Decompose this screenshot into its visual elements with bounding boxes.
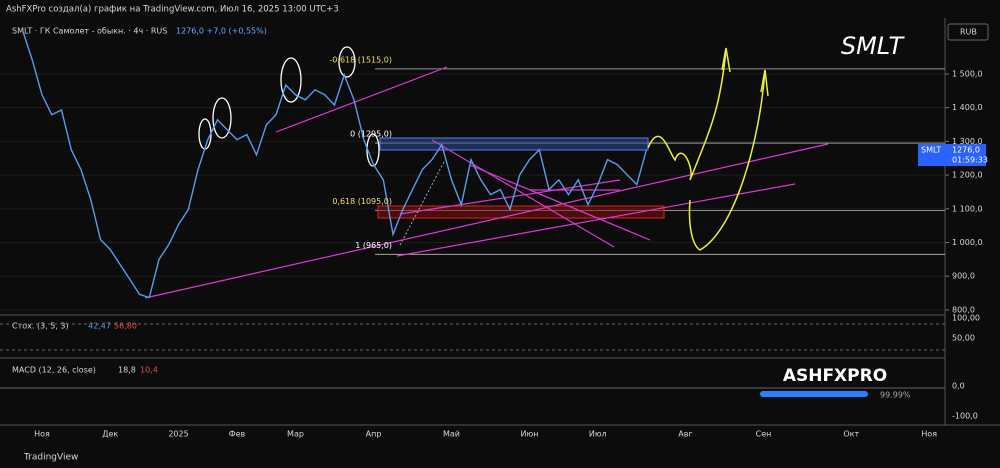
y-tick-label: 1 200,0: [952, 171, 983, 180]
y-tick-label: 800,0: [952, 305, 975, 314]
y-tick-label: 1 300,0: [952, 137, 983, 146]
price-tag-price: 1276,0: [952, 146, 980, 155]
x-tick-label: Фев: [229, 430, 246, 439]
stoch-pane: Стох. (3, 5, 3) 42,47 56,80 100,00 50,00: [0, 314, 980, 351]
stoch-scale: 50,00: [952, 334, 975, 343]
x-tick-label: 2025: [168, 430, 188, 439]
fib-label: 1 (965,0): [355, 241, 392, 250]
header: AshFXPro создал(а) график на TradingView…: [6, 5, 339, 15]
y-tick-label: 1 400,0: [952, 103, 983, 112]
price-tag: [918, 144, 986, 166]
price-tag-name: SMLT: [921, 146, 941, 155]
x-tick-label: Сен: [756, 430, 772, 439]
fib-label: -0,618 (1515,0): [329, 55, 392, 64]
fib-label: 0,618 (1095,0): [332, 197, 392, 206]
ticker-big: SMLT: [841, 32, 906, 60]
stoch-scale: 100,00: [952, 314, 980, 323]
macd-scale: -100,0: [952, 412, 978, 421]
x-tick-label: Окт: [843, 430, 859, 439]
y-tick-label: 1 000,0: [952, 238, 983, 247]
logo-pct: 99.99%: [880, 391, 911, 400]
macd-scale: 0,0: [952, 382, 965, 391]
stoch-title: Стох. (3, 5, 3): [12, 322, 69, 331]
logo-bar: [760, 391, 868, 397]
currency[interactable]: RUB: [960, 28, 977, 37]
x-tick-label: Мар: [287, 430, 304, 439]
x-tick-label: Июл: [589, 430, 607, 439]
legend-line: SMLT · ГК Самолет - обыкн. · 4ч · RUS: [12, 27, 167, 36]
macd-title: MACD (12, 26, close): [12, 366, 96, 375]
y-tick-label: 1 100,0: [952, 204, 983, 213]
x-tick-label: Май: [443, 430, 460, 439]
footer: TradingView: [23, 453, 78, 463]
macd-pane: MACD (12, 26, close) 18,8 10,4 0,0 -100,…: [0, 366, 978, 421]
price-line: [21, 29, 648, 299]
x-tick-label: Авг: [678, 430, 692, 439]
macd-value: 18,8: [118, 366, 136, 375]
price-tag-timer: 01:59:33: [952, 156, 988, 165]
x-tick-label: Ноя: [34, 430, 50, 439]
x-tick-label: Дек: [102, 430, 118, 439]
support-zone: [377, 205, 665, 219]
forecast-paths: [647, 47, 769, 251]
macd-signal: 10,4: [140, 366, 158, 375]
currency-box[interactable]: [947, 23, 989, 41]
quote: 1276,0 +7,0 (+0,55%): [176, 27, 267, 36]
y-tick-label: 1 500,0: [952, 69, 983, 78]
x-tick-label: Ноя: [921, 430, 937, 439]
fib-diagonal: [399, 159, 446, 246]
fib-label: 0 (1295,0): [350, 130, 392, 139]
resistance-zone: [379, 137, 649, 151]
y-tick-label: 900,0: [952, 272, 975, 281]
logo: ASHFXPRO: [783, 366, 887, 386]
x-tick-label: Апр: [366, 430, 382, 439]
x-tick-label: Июн: [521, 430, 539, 439]
stoch-k: 42,47: [88, 322, 111, 331]
stoch-d: 56,80: [114, 322, 137, 331]
trend-lines: [144, 66, 829, 299]
